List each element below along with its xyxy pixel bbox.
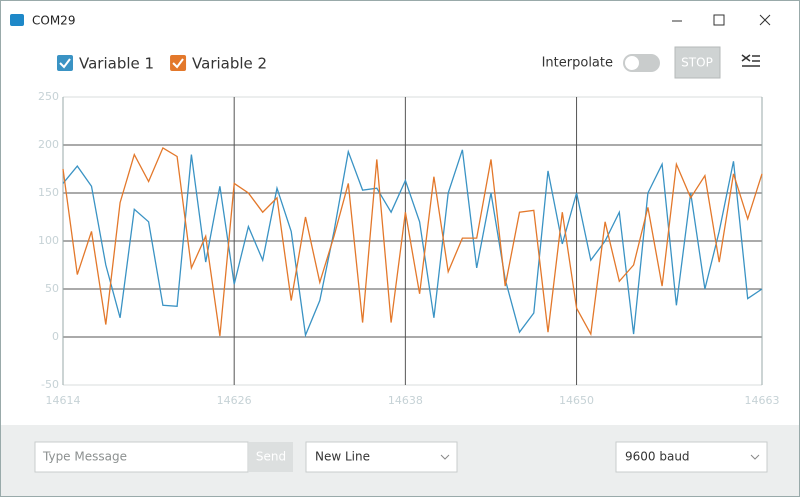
close-button[interactable] [759,14,771,26]
app-icon [10,14,24,26]
send-button[interactable] [249,442,293,472]
series-line [62,146,763,337]
legend: Variable 1 Variable 2 [57,55,267,73]
y-tick-label: 50 [45,282,59,295]
dropdown-arrow [750,454,760,460]
plot-area: -50 0 50 100 150 200 250 14614 14626 14638 14650 14… [38,90,780,407]
y-tick-label: 250 [38,90,59,103]
x-tick-label: 14626 [217,394,252,407]
line-ending-label: New Line [315,450,370,464]
legend-label: Variable 1 [79,55,154,73]
message-placeholder: Type Message [42,450,127,464]
x-tick-label: 14650 [559,394,594,407]
dropdown-arrow [440,454,450,460]
clear-button[interactable] [741,54,760,67]
maximize-button[interactable] [713,14,725,26]
legend-checkbox[interactable] [170,55,187,71]
window-title: COM29 [32,14,75,28]
stop-label: STOP [681,56,713,70]
x-tick-label: 14663 [745,394,780,407]
baud-label: 9600 baud [625,450,690,464]
baud-select[interactable] [615,441,768,473]
y-tick-label: 100 [38,234,59,247]
x-tick-label: 14614 [46,394,81,407]
send-label: Send [256,450,286,464]
message-input[interactable] [34,441,249,473]
checkmark [59,58,71,69]
checkmark [172,58,184,69]
legend-label: Variable 2 [192,55,267,73]
x-tick-label: 14638 [388,394,423,407]
y-tick-label: -50 [41,378,59,391]
interpolate-label: Interpolate [542,56,613,71]
stop-button[interactable] [674,46,721,79]
toggle-knob [625,56,639,70]
y-tick-label: 0 [52,330,59,343]
legend-checkbox[interactable] [57,55,73,71]
line-ending-select[interactable] [305,441,458,473]
y-tick-label: 200 [38,138,59,151]
y-tick-label: 150 [38,186,59,199]
